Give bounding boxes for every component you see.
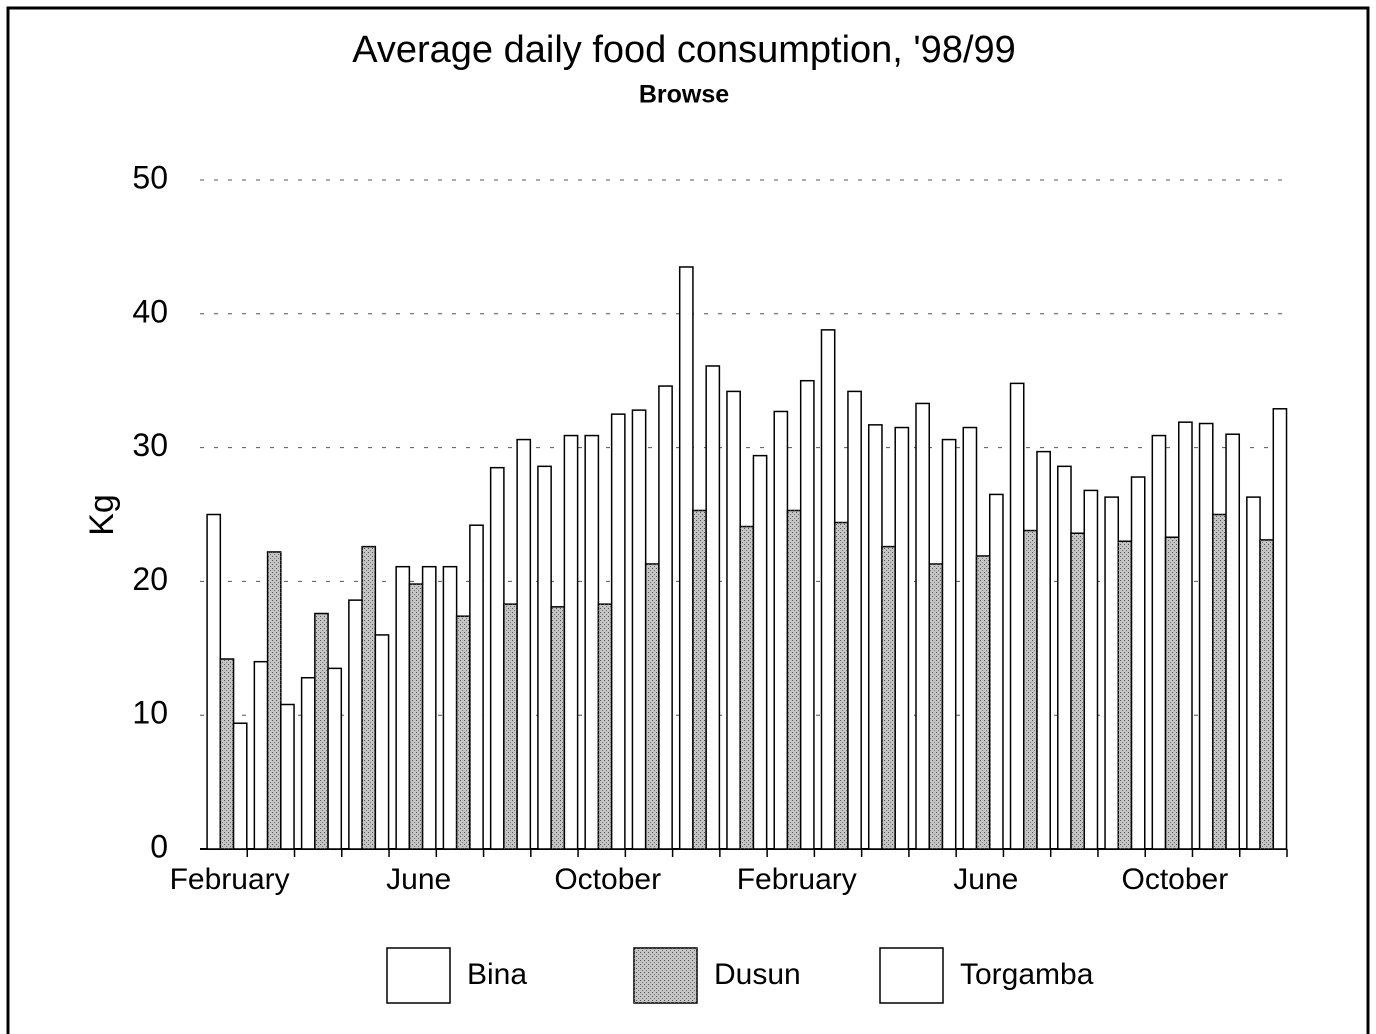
bar <box>1057 465 1072 850</box>
chart-title: Average daily food consumption, '98/99 <box>352 29 1016 71</box>
y-tick-label: 0 <box>150 828 168 864</box>
bar <box>799 379 815 850</box>
bar <box>300 676 316 850</box>
bar <box>833 521 849 850</box>
bar <box>1164 536 1180 850</box>
bar <box>597 603 613 850</box>
bar <box>1070 532 1086 850</box>
bar <box>631 409 647 850</box>
bar <box>739 525 755 850</box>
bar <box>1198 422 1214 850</box>
bar <box>550 606 566 850</box>
bar <box>563 434 579 850</box>
legend-swatch <box>879 947 944 1004</box>
bar <box>1212 513 1227 850</box>
x-tick-label: June <box>953 863 1018 896</box>
bar <box>1130 476 1146 850</box>
bar <box>280 703 295 850</box>
bar <box>442 565 458 850</box>
bar <box>786 509 802 850</box>
bar <box>881 545 896 850</box>
bar <box>516 438 532 850</box>
bar <box>820 329 836 850</box>
chart-subtitle: Browse <box>639 81 729 109</box>
bar <box>867 424 883 850</box>
bar <box>1272 408 1288 850</box>
y-axis-label: Kg <box>83 494 121 536</box>
bar <box>206 513 222 850</box>
bar <box>705 365 721 850</box>
x-tick-label: June <box>386 863 451 896</box>
bar <box>1151 434 1167 850</box>
x-tick-label: October <box>1121 863 1228 896</box>
bar <box>1178 421 1193 850</box>
bar <box>469 524 484 850</box>
legend-label: Bina <box>467 958 527 991</box>
bar <box>1009 382 1025 850</box>
bar <box>752 454 768 850</box>
bar <box>988 493 1004 850</box>
y-tick-label: 10 <box>132 695 168 731</box>
legend-texture <box>634 948 697 1003</box>
bar <box>314 612 329 850</box>
bar <box>915 402 930 850</box>
bar <box>584 434 600 850</box>
x-tick-label: February <box>737 863 857 896</box>
bar <box>1259 539 1275 850</box>
x-tick-label: February <box>170 863 290 896</box>
y-tick-label: 50 <box>132 159 168 195</box>
bar <box>361 545 377 850</box>
bar <box>374 634 390 850</box>
bar <box>503 603 518 850</box>
bar <box>489 466 505 850</box>
bar <box>928 563 944 850</box>
bar <box>894 426 910 850</box>
bar <box>1083 489 1099 850</box>
bar <box>1246 496 1261 850</box>
bar <box>678 266 694 850</box>
bar <box>266 551 282 850</box>
bar <box>610 413 626 850</box>
bar <box>455 615 471 850</box>
legend-label: Dusun <box>714 958 801 991</box>
bar <box>537 465 552 850</box>
bar <box>1023 529 1038 850</box>
x-tick-label: October <box>554 863 661 896</box>
bar <box>219 658 235 850</box>
bar <box>348 599 363 850</box>
bar <box>1104 496 1120 850</box>
bar <box>395 565 411 850</box>
bar <box>658 385 673 850</box>
bar <box>773 410 789 850</box>
bar <box>253 660 269 850</box>
y-tick-label: 20 <box>132 561 168 597</box>
y-tick-label: 30 <box>132 427 168 463</box>
bar <box>962 426 978 850</box>
bar <box>327 667 343 850</box>
bar <box>1117 540 1133 850</box>
bar <box>408 583 424 850</box>
bar <box>692 509 707 850</box>
bar <box>847 390 862 850</box>
bar <box>421 565 437 850</box>
bar <box>1225 433 1241 850</box>
y-tick-label: 40 <box>132 293 168 329</box>
bar <box>644 563 660 850</box>
bar <box>726 390 741 850</box>
bar <box>232 722 248 850</box>
bar <box>1036 450 1051 850</box>
legend-swatch <box>386 947 451 1004</box>
bar <box>975 555 991 850</box>
bar <box>941 438 957 850</box>
legend-label: Torgamba <box>960 958 1094 991</box>
